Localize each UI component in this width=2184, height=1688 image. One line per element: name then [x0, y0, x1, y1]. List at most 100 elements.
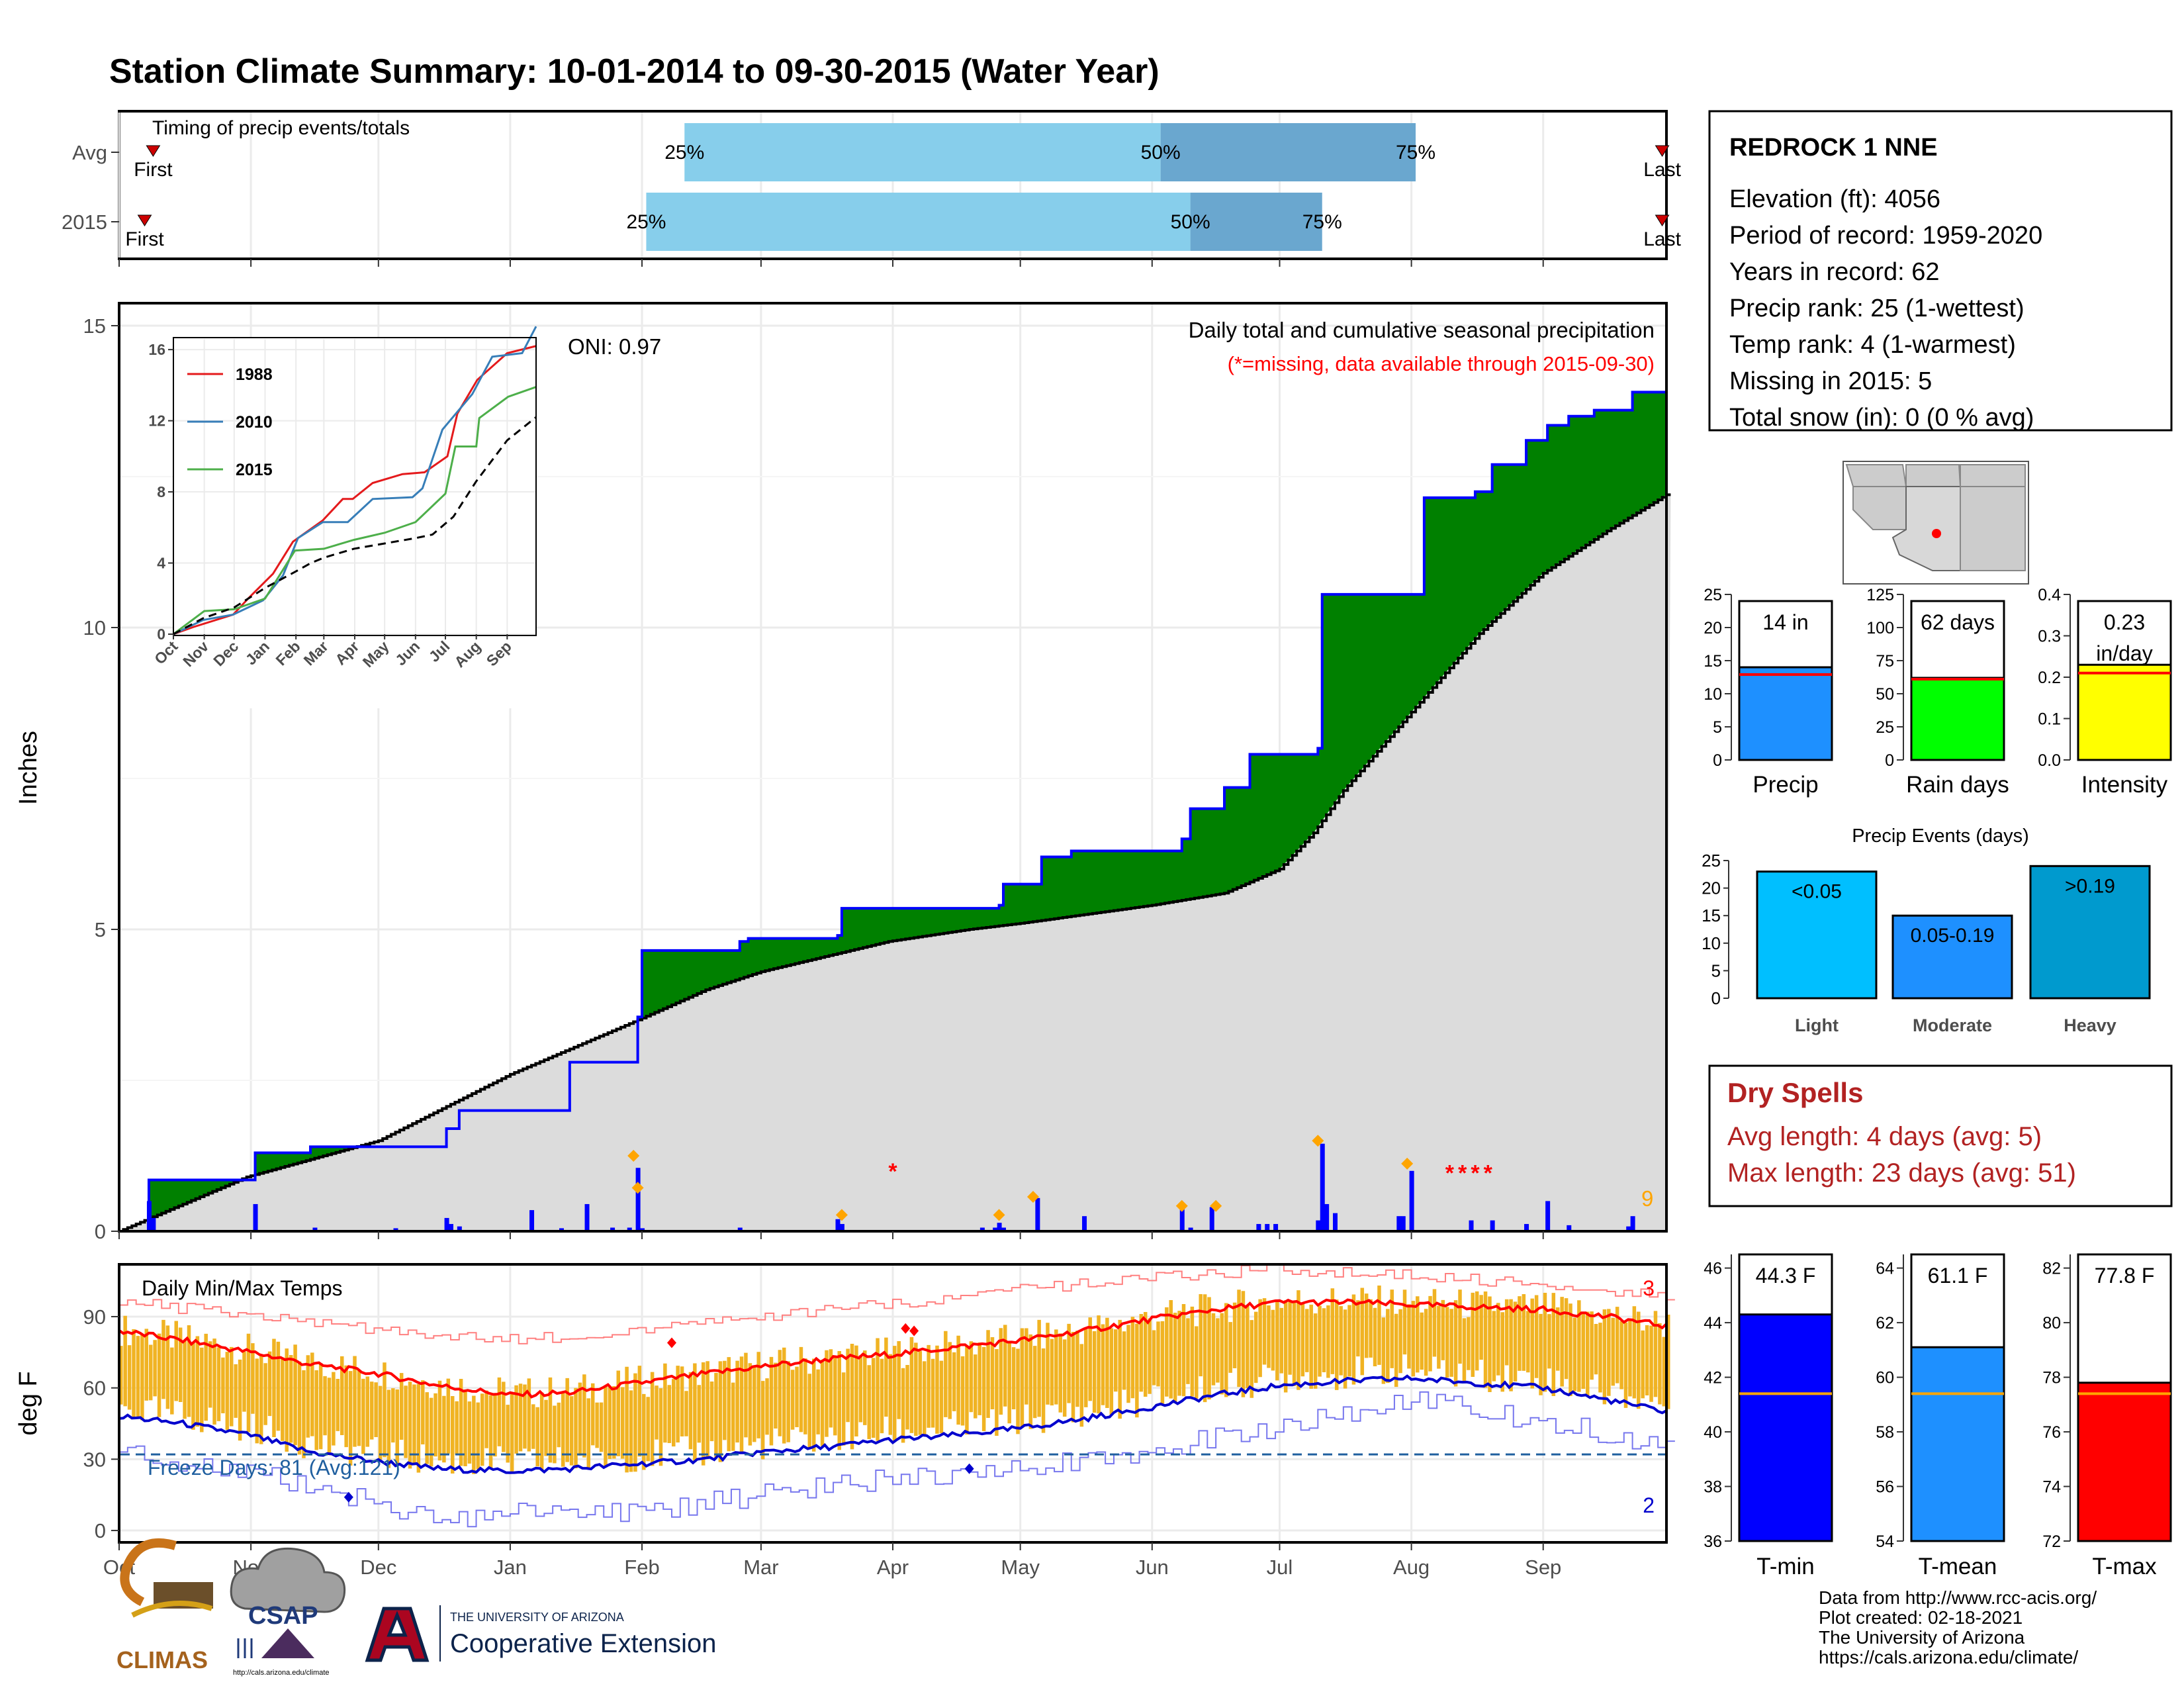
csap-logo: CSAP http://cals.arizona.edu/climate: [230, 1547, 346, 1677]
mini-bar-value-text2: in/day: [2096, 641, 2152, 665]
daily-precip-bar: [1001, 1227, 1006, 1231]
mini-bar-value: [1910, 677, 2005, 761]
mini-bar-ytick-label: 0.4: [2038, 586, 2061, 604]
mini-bar-value: [1738, 666, 1833, 761]
ua-top-text: THE UNIVERSITY OF ARIZONA: [450, 1611, 624, 1624]
precip-event-bar-text: <0.05: [1792, 881, 1842, 903]
temp-bar-ytick-label: 74: [2042, 1478, 2061, 1497]
first-marker-icon: [146, 145, 161, 157]
daily-precip-bar: [444, 1217, 449, 1231]
dry-spells-box: Dry Spells Avg length: 4 days (avg: 5) M…: [1708, 1064, 2173, 1207]
last-marker-icon: [1655, 214, 1670, 226]
precip-event-label: Light: [1795, 1015, 1839, 1035]
mini-bar-ytick-label: 0.3: [2038, 628, 2061, 646]
temp-bar-label: T-max: [2092, 1554, 2157, 1579]
record-low-count: 2: [1643, 1493, 1655, 1517]
daily-precip-bar: [146, 1201, 152, 1231]
timing-label-25: 25%: [664, 142, 704, 164]
temp-y-axis-title: deg F: [15, 1371, 42, 1435]
temperature-bars: 44.3 F T-min 36 38 40 42 44 46 61.1 F T-mean 54 56 5…: [1704, 1253, 2172, 1579]
missing-day-star: *: [1445, 1161, 1455, 1186]
missing-count-label: 9: [1641, 1186, 1653, 1211]
timing-bar-25-50: [646, 193, 1191, 251]
daily-precip-bar: [839, 1224, 844, 1231]
heavy-event-marker: [1175, 1199, 1188, 1212]
csap-logo-text: CSAP: [248, 1602, 318, 1630]
oni-label: ONI: 0.97: [568, 334, 661, 359]
station-info-box: REDROCK 1 NNE Elevation (ft): 4056 Period…: [1708, 110, 2173, 432]
daily-precip-bar: [1524, 1224, 1529, 1231]
precip-ytick-label: 0: [95, 1220, 106, 1243]
temp-bar-ytick-label: 82: [2042, 1260, 2061, 1278]
daily-precip-bar: [635, 1168, 641, 1231]
mini-bar-label: Intensity: [2081, 772, 2168, 798]
month-label: Sep: [1525, 1556, 1561, 1579]
average-cumulative-line: [119, 493, 1671, 1233]
dry-spells-title: Dry Spells: [1727, 1077, 1863, 1108]
mini-bar-ytick-label: 100: [1866, 619, 1894, 637]
temp-bar-ytick-label: 62: [1876, 1314, 1894, 1333]
month-label: May: [1001, 1556, 1040, 1579]
map-colorado: [1960, 464, 2026, 487]
precip-events-panel: Precip Events (days) 0 5 10 15 20 25 <0.05 Ligh…: [1702, 825, 2171, 1039]
mini-bar-ytick-label: 25: [1704, 586, 1722, 604]
csap-cloud-icon: [230, 1547, 346, 1613]
mini-bar-value-text: 62 days: [1921, 610, 1995, 634]
daily-precip-bar: [1082, 1216, 1087, 1231]
temp-bar-value-text: 61.1 F: [1928, 1264, 1988, 1288]
timing-last-label: Last: [1643, 228, 1681, 250]
temp-bar-ytick-label: 36: [1704, 1532, 1722, 1551]
heavy-event-marker: [631, 1182, 644, 1194]
record-low-line: [119, 1391, 1675, 1528]
station-info-line: Precip rank: 25 (1-wettest): [1729, 295, 2025, 322]
mini-bar-ytick-label: 125: [1866, 586, 1894, 604]
average-min-line: [118, 1374, 1667, 1474]
timing-first-label: First: [134, 159, 173, 181]
temp-bar-ytick-label: 44: [1704, 1314, 1722, 1333]
daily-precip-bar: [1188, 1227, 1193, 1231]
month-label: Dec: [360, 1556, 396, 1579]
daily-precip-bar: [1400, 1216, 1406, 1231]
daily-precip-bar: [610, 1227, 615, 1231]
inset-ytick-label: 0: [157, 626, 165, 643]
precip-event-bar: [1756, 870, 1878, 1000]
inset-ytick-label: 16: [148, 341, 165, 358]
precip-event-bar: [2029, 865, 2151, 1000]
mini-bar-panel-2: 0.23 in/day Intensity 0.0 0.1 0.2 0.3 0.4: [2038, 586, 2172, 798]
daily-precip-bar: [1209, 1207, 1214, 1231]
heavy-event-marker: [1401, 1157, 1414, 1170]
mini-bar-ytick-label: 0.2: [2038, 669, 2061, 687]
daily-precip-bar: [1567, 1225, 1572, 1231]
footer-info-line: Data from http://www.rcc-acis.org/: [1819, 1587, 2097, 1608]
daily-precip-bar: [835, 1219, 841, 1231]
timing-bar-50-75: [1190, 193, 1322, 251]
heavy-event-marker: [1210, 1199, 1222, 1212]
daily-precip-bar: [640, 1228, 645, 1231]
temp-bar-value: [1910, 1346, 2005, 1542]
climas-logo-swirl: [120, 1538, 177, 1607]
heavy-event-marker: [1026, 1191, 1039, 1203]
month-label: Jul: [1267, 1556, 1293, 1579]
map-utah: [1905, 464, 1962, 487]
events-ytick-label: 15: [1702, 906, 1721, 925]
mini-bar-ytick-label: 0.1: [2038, 710, 2061, 729]
precip-note-missing: (*=missing, data available through 2015-…: [1228, 352, 1655, 375]
daily-precip-bar: [627, 1227, 632, 1231]
record-low-marker: [964, 1463, 974, 1474]
daily-precip-bar: [1630, 1216, 1635, 1231]
mini-bar-ytick-label: 20: [1704, 619, 1722, 637]
daily-precip-bar: [737, 1227, 743, 1231]
inset-series-2015: [173, 386, 537, 635]
daily-precip-bar: [457, 1226, 462, 1231]
timing-title: Timing of precip events/totals: [152, 117, 410, 139]
record-low-marker: [343, 1491, 353, 1503]
daily-precip-bar: [1626, 1226, 1631, 1231]
timing-row-label: 2015: [62, 211, 107, 234]
temp-ytick-label: 90: [83, 1305, 106, 1329]
daily-precip-bar: [1256, 1224, 1261, 1231]
temp-bar-ytick-label: 38: [1704, 1478, 1722, 1497]
daily-precip-bar: [1179, 1207, 1185, 1231]
heavy-event-marker: [627, 1150, 640, 1162]
events-ytick-label: 20: [1702, 878, 1721, 898]
inset-series-1988: [173, 345, 537, 635]
